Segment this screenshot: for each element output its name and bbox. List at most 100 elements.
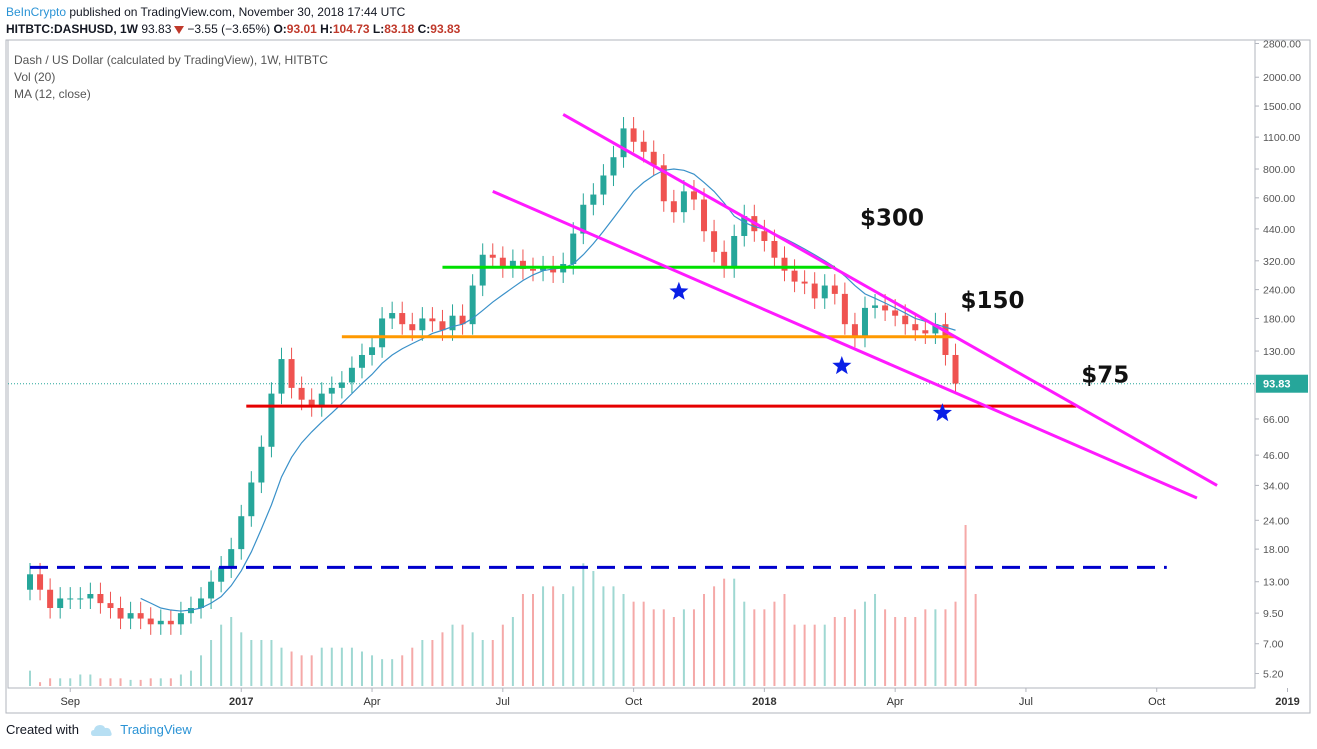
tradingview-cloud-icon — [90, 725, 112, 737]
y-tick-label: 180.00 — [1263, 313, 1295, 325]
footer: Created with TradingView — [6, 722, 192, 737]
volume-bar — [843, 617, 846, 686]
volume-bar — [471, 632, 474, 686]
x-tick-label: 2017 — [229, 696, 253, 708]
candle-body — [389, 313, 396, 319]
candle-body — [137, 613, 144, 619]
volume-bar — [89, 674, 92, 686]
volume-bar — [411, 647, 414, 686]
candle-body — [117, 608, 124, 619]
created-with-label: Created with — [6, 722, 79, 737]
candle-body — [570, 233, 577, 264]
volume-bar — [924, 609, 927, 686]
candle-body — [268, 393, 275, 447]
candle-body — [439, 321, 446, 331]
candle-body — [37, 574, 44, 590]
volume-bar — [622, 594, 625, 686]
publisher-brand[interactable]: BeInCrypto — [6, 5, 67, 19]
volume-bar — [59, 678, 62, 686]
volume-bar — [572, 586, 575, 686]
volume-bar — [672, 617, 675, 686]
volume-bar — [129, 679, 132, 686]
candle-body — [942, 324, 949, 355]
volume-bar — [79, 674, 82, 686]
candle-body — [228, 549, 235, 568]
volume-bar — [49, 678, 52, 686]
open-label: O: — [273, 22, 287, 36]
volume-bar — [562, 594, 565, 686]
volume-bar — [360, 651, 363, 686]
candle-body — [47, 589, 54, 609]
candle-body — [449, 315, 456, 331]
candle-body — [308, 399, 315, 407]
candle-body — [208, 581, 215, 599]
y-tick-label: 2800.00 — [1263, 39, 1301, 51]
candle-body — [902, 315, 909, 325]
volume-bar — [371, 655, 374, 686]
volume-bar — [783, 594, 786, 686]
volume-bar — [310, 655, 313, 686]
star-marker-1 — [669, 281, 689, 300]
candle-body — [690, 191, 697, 200]
volume-bar — [340, 647, 343, 686]
volume-bar — [773, 601, 776, 686]
volume-bar — [511, 617, 514, 686]
volume-bar — [632, 601, 635, 686]
y-tick-label: 240.00 — [1263, 285, 1295, 297]
candle-body — [811, 283, 818, 299]
volume-bar — [109, 678, 112, 686]
y-tick-label: 130.00 — [1263, 346, 1295, 358]
symbol-label: HITBTC:DASHUSD, 1W — [6, 22, 138, 36]
last-price: 93.83 — [141, 22, 172, 36]
label-150: $150 — [961, 288, 1025, 314]
volume-bar — [280, 647, 283, 686]
volume-bar — [250, 640, 253, 686]
open-value: 93.01 — [286, 22, 317, 36]
candle-body — [620, 128, 627, 158]
volume-bar — [682, 609, 685, 686]
candle-body — [580, 204, 587, 234]
y-tick-label: 2000.00 — [1263, 72, 1301, 84]
candle-body — [57, 598, 64, 609]
candle-body — [198, 598, 205, 609]
volume-bar — [149, 678, 152, 686]
y-tick-label: 24.00 — [1263, 515, 1289, 527]
candle-body — [127, 613, 134, 619]
volume-bar — [974, 594, 977, 686]
candle-body — [831, 285, 838, 294]
volume-bar — [803, 624, 806, 686]
candle-body — [721, 251, 728, 268]
volume-bar — [853, 609, 856, 686]
volume-bar — [491, 640, 494, 686]
candle-body — [348, 367, 355, 383]
candle-body — [328, 387, 335, 394]
candle-body — [358, 354, 365, 368]
candle-body — [711, 231, 718, 252]
candle-body — [409, 324, 416, 331]
candle-body — [660, 165, 667, 202]
candle-body — [167, 620, 174, 625]
candle-body — [399, 313, 406, 325]
y-tick-label: 1100.00 — [1263, 132, 1300, 144]
publish-header: BeInCrypto published on TradingView.com,… — [6, 4, 405, 20]
candle-body — [650, 151, 657, 166]
label-300: $300 — [860, 206, 924, 232]
tradingview-brand[interactable]: TradingView — [120, 722, 192, 737]
candle-body — [77, 598, 84, 600]
volume-bar — [220, 624, 223, 686]
volume-bar — [39, 682, 42, 686]
y-tick-label: 440.00 — [1263, 224, 1295, 236]
candle-body — [288, 359, 295, 388]
x-tick-label: Apr — [363, 696, 380, 708]
candle-body — [107, 603, 114, 609]
volume-bar — [320, 647, 323, 686]
candle-body — [922, 330, 929, 334]
candle-body — [530, 268, 536, 271]
candle-body — [600, 175, 607, 195]
candle-body — [509, 260, 516, 268]
volume-bar — [652, 609, 655, 686]
candle-body — [97, 594, 104, 604]
candle-body — [248, 482, 255, 517]
candle-body — [258, 446, 265, 483]
